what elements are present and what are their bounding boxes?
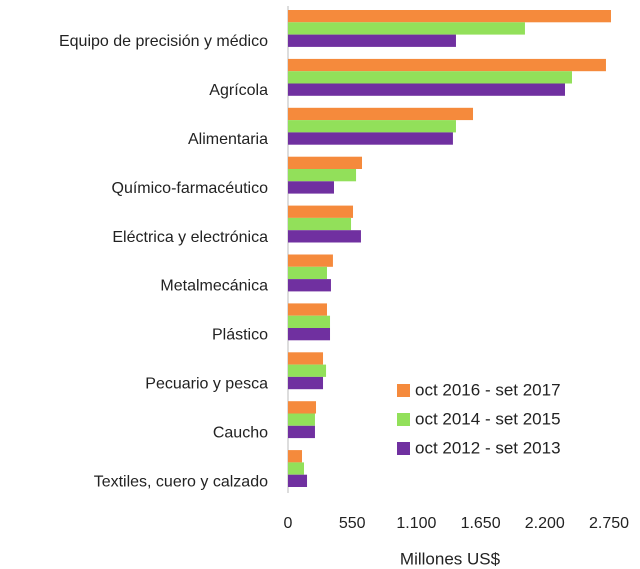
bar bbox=[288, 10, 611, 23]
legend-swatch bbox=[397, 413, 410, 426]
bar bbox=[288, 279, 331, 292]
bar bbox=[288, 450, 303, 463]
x-tick-label: 2.750 bbox=[589, 515, 629, 532]
y-tick-label: Caucho bbox=[213, 424, 268, 441]
legend-label: oct 2016 - set 2017 bbox=[415, 380, 561, 399]
y-tick-label: Pecuario y pesca bbox=[145, 376, 268, 393]
y-tick-label: Agrícola bbox=[209, 82, 268, 99]
y-tick-label: Textiles, cuero y calzado bbox=[94, 473, 268, 490]
y-tick-label: Equipo de precisión y médico bbox=[59, 33, 268, 50]
bar bbox=[288, 22, 525, 35]
bar bbox=[288, 401, 317, 414]
bar bbox=[288, 474, 308, 487]
bar bbox=[288, 315, 331, 328]
legend-swatch bbox=[397, 384, 410, 397]
bar bbox=[288, 254, 333, 267]
bar bbox=[288, 328, 331, 341]
bar bbox=[288, 205, 354, 218]
y-tick-label: Alimentaria bbox=[188, 131, 268, 148]
legend-label: oct 2012 - set 2013 bbox=[415, 438, 561, 457]
x-tick-label: 1.100 bbox=[396, 515, 436, 532]
x-tick-label: 0 bbox=[284, 515, 293, 532]
y-tick-label: Químico-farmacéutico bbox=[112, 180, 269, 197]
legend-swatch bbox=[397, 442, 410, 455]
bar bbox=[288, 58, 606, 72]
bar bbox=[288, 376, 324, 390]
x-tick-label: 550 bbox=[339, 515, 366, 532]
bar bbox=[288, 425, 315, 439]
bar bbox=[288, 303, 327, 316]
bar bbox=[288, 462, 304, 475]
bar bbox=[288, 413, 315, 426]
y-tick-label: Eléctrica y electrónica bbox=[112, 229, 268, 246]
bar bbox=[288, 364, 327, 377]
x-tick-label: 1.650 bbox=[461, 515, 501, 532]
bar bbox=[288, 352, 324, 365]
bar bbox=[288, 132, 453, 145]
bar bbox=[288, 34, 456, 47]
bar bbox=[288, 83, 565, 96]
bar bbox=[288, 266, 327, 280]
legend-label: oct 2014 - set 2015 bbox=[415, 409, 561, 428]
bar bbox=[288, 217, 352, 231]
y-tick-label: Plástico bbox=[212, 327, 268, 344]
y-tick-label: Metalmecánica bbox=[160, 278, 268, 295]
x-axis-title: Millones US$ bbox=[400, 549, 501, 568]
bar bbox=[288, 120, 456, 133]
bar bbox=[288, 71, 572, 84]
bar bbox=[288, 169, 357, 182]
bar bbox=[288, 107, 474, 121]
bar bbox=[288, 181, 334, 194]
bar bbox=[288, 156, 363, 169]
x-tick-label: 2.200 bbox=[525, 515, 565, 532]
bar bbox=[288, 230, 361, 243]
